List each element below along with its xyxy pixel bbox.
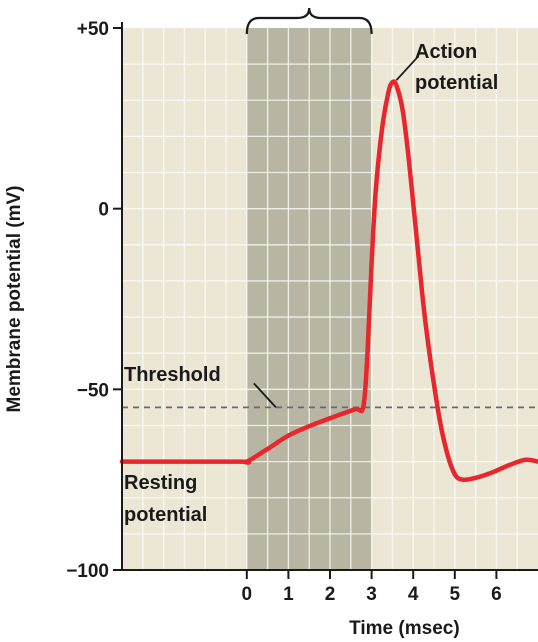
series-line (119, 79, 538, 483)
x-tick-label: 3 (366, 584, 377, 605)
top-brace (245, 7, 373, 35)
y-axis-ticks: +50 0 −50 −100 (66, 19, 122, 582)
annotations: Action potential Threshold Resting potential (124, 41, 498, 526)
x-axis-ticks: 0 1 2 3 4 5 6 (242, 570, 502, 605)
x-tick-label: 1 (283, 584, 294, 605)
x-axis-title: Time (msec) (349, 618, 460, 639)
annotation-action-potential: potential (415, 72, 498, 94)
y-tick-label: +50 (77, 19, 109, 40)
annotation-resting-potential: potential (124, 504, 207, 526)
y-tick-label: −50 (77, 380, 109, 401)
x-tick-label: 0 (242, 584, 253, 605)
y-axis-title: Membrane potential (mV) (4, 186, 25, 413)
annotation-resting-potential: Resting (124, 472, 197, 494)
x-tick-label: 4 (408, 584, 419, 605)
annotation-action-potential: Action (415, 41, 477, 63)
x-tick-label: 6 (491, 584, 502, 605)
x-tick-label: 5 (450, 584, 461, 605)
x-tick-label: 2 (325, 584, 336, 605)
y-tick-label: 0 (98, 200, 109, 221)
threshold-leader (253, 382, 277, 409)
y-tick-label: −100 (66, 561, 109, 582)
action-potential-leader (395, 55, 420, 81)
annotation-threshold: Threshold (124, 364, 221, 386)
